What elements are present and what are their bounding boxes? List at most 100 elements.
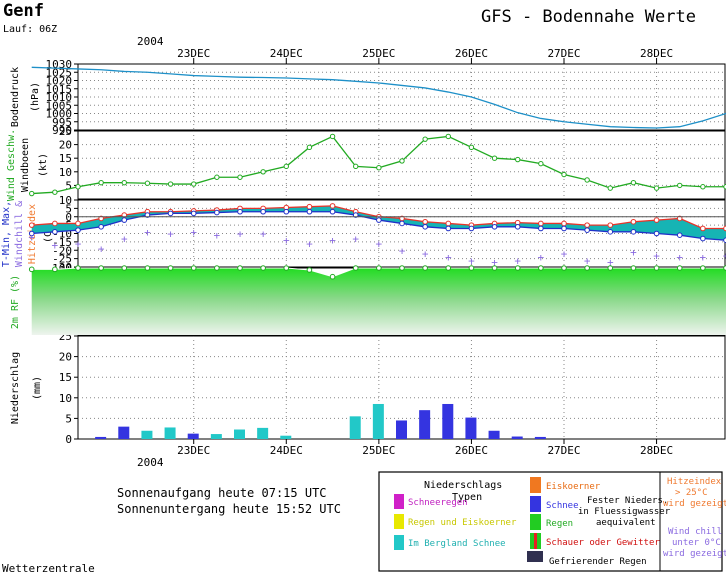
tmin-point <box>214 209 220 216</box>
y-tick-label: 0 <box>65 433 72 446</box>
precip-bar <box>141 430 153 439</box>
windchill-marker: + <box>653 249 660 262</box>
legend-label-regen: Regen <box>546 519 573 529</box>
windchill-marker: + <box>607 256 614 269</box>
legend-fester-2: in Fluessigwasser <box>578 507 671 517</box>
y-tick-label: 20 <box>59 139 72 152</box>
tmin-point <box>376 217 382 223</box>
windchill-marker: + <box>214 229 221 242</box>
windchill-marker: + <box>676 251 683 264</box>
rh-point <box>52 266 58 273</box>
day-label-bottom: 25DEC <box>362 444 395 457</box>
legend-chill-1: Wind chill <box>668 527 722 537</box>
day-label-top: 26DEC <box>455 47 488 60</box>
ylabel-wind-unit: (kt) <box>38 153 49 177</box>
tmax-point <box>98 215 104 222</box>
tmin-point <box>723 237 726 243</box>
precip-bar <box>419 410 431 439</box>
windchill-marker: + <box>468 254 475 267</box>
rh-point <box>237 265 243 271</box>
legend-label-gefrierend: Gefrierender Regen <box>549 557 647 567</box>
bottom-axis: 23DEC24DEC25DEC26DEC27DEC28DEC29DEC <box>177 439 673 457</box>
y-tick-label: 1005 <box>46 99 73 112</box>
wind-point <box>677 182 683 189</box>
legend-swatch-regen <box>530 514 541 530</box>
tmin-point <box>260 208 266 215</box>
sunrise-text: Sonnenaufgang heute 07:15 UTC <box>117 486 327 500</box>
tmin-point <box>538 225 544 232</box>
wind-point <box>653 185 660 191</box>
y-tick-label: 995 <box>52 116 72 129</box>
legend-hitze-1: Hitzeindex <box>667 477 722 487</box>
tmax-point <box>653 217 660 223</box>
rh-point <box>491 265 498 271</box>
precip-bar <box>210 434 222 439</box>
rh-point <box>306 267 313 273</box>
tmin-point <box>584 227 590 233</box>
wind-point <box>515 156 521 163</box>
legend-label-schauer: Schauer oder Gewitter <box>546 538 660 548</box>
wind-point <box>399 158 405 164</box>
precip-bar <box>95 436 107 439</box>
windchill-marker: + <box>422 248 429 261</box>
legend-box <box>378 471 723 572</box>
windchill-marker: + <box>283 234 290 247</box>
day-label-bottom: 27DEC <box>547 444 580 457</box>
wind-point <box>283 163 289 170</box>
tmin-point <box>75 227 81 233</box>
rh-point <box>584 265 590 271</box>
precip-bar <box>372 403 384 439</box>
legend-title-1: Niederschlags <box>424 480 502 491</box>
legend-swatch-schnee <box>530 496 541 512</box>
windchill-marker: + <box>190 226 197 239</box>
tmax-point <box>75 220 81 227</box>
day-label-top: 24DEC <box>270 47 303 60</box>
precip-bar <box>534 436 546 439</box>
y-tick-label: 1000 <box>46 108 73 121</box>
tmax-point <box>306 203 313 210</box>
tmin-point <box>144 212 151 218</box>
windchill-marker: + <box>514 254 521 267</box>
y-tick-label: 10 <box>59 194 72 207</box>
windchill-marker: + <box>144 226 151 239</box>
precip-bar <box>442 403 454 439</box>
wind-point <box>214 174 220 180</box>
tmax-point <box>676 215 683 222</box>
ylabel-temp-unit: (C) <box>43 225 54 243</box>
legend-fester-1: Fester Nieders. <box>587 496 668 506</box>
wind-point <box>561 171 567 178</box>
ylabel-precip-main: Niederschlag <box>10 352 21 424</box>
legend-label-schneeregen: Schneeregen <box>408 498 468 508</box>
windchill-marker: + <box>630 246 637 259</box>
tmin-point <box>352 212 359 218</box>
tmin-point <box>329 208 336 215</box>
day-label-top: 28DEC <box>640 47 673 60</box>
day-label-bottom: 23DEC <box>177 444 210 457</box>
windchill-marker: + <box>329 234 336 247</box>
legend-swatch-gefrierend <box>527 551 543 562</box>
rh-point <box>538 265 544 271</box>
windchill-marker: + <box>75 238 82 251</box>
tmax-point <box>723 225 726 232</box>
legend-hitze-3: wird gezeigt <box>663 499 726 509</box>
rh-point <box>260 265 266 271</box>
wind-point <box>607 185 613 191</box>
tmax-point <box>584 222 590 228</box>
ylabel-temp-main: T-Min, Max, <box>1 201 12 267</box>
day-label-top: 23DEC <box>177 47 210 60</box>
y-tick-label: 1020 <box>46 75 73 88</box>
tmin-point <box>52 229 58 235</box>
wind-point <box>52 189 58 195</box>
y-tick-label: -15 <box>52 236 72 249</box>
y-tick-label: 10 <box>59 166 72 179</box>
windchill-marker: + <box>121 233 128 246</box>
precip-bar <box>488 430 500 439</box>
rh-point <box>144 265 151 271</box>
rh-point <box>676 265 683 271</box>
rh-point <box>630 265 637 271</box>
precip-bar <box>396 420 407 439</box>
tmin-point <box>121 217 128 223</box>
tmax-point <box>630 218 637 225</box>
rh-point <box>352 265 359 271</box>
legend: Niederschlags Typen Schneeregen Regen un… <box>378 471 726 572</box>
